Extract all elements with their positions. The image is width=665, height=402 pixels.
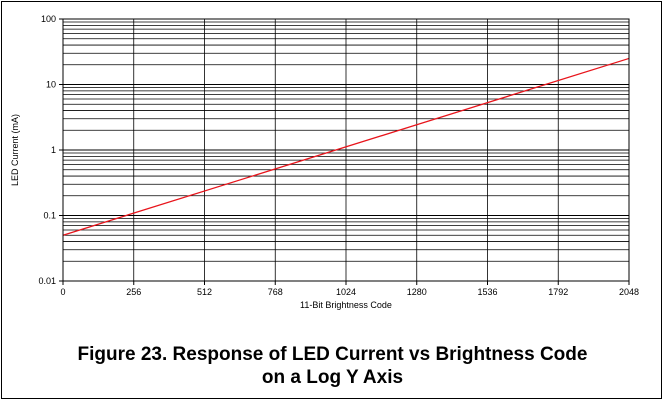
x-tick-label: 768: [268, 287, 283, 297]
x-tick-label: 1280: [407, 287, 427, 297]
x-axis-label: 11-Bit Brightness Code: [300, 300, 392, 310]
figure-caption-line-2: on a Log Y Axis: [261, 367, 404, 388]
x-tick-label: 512: [197, 287, 212, 297]
figure-caption-line-1: Figure 23. Response of LED Current vs Br…: [77, 344, 588, 365]
x-tick-label: 0: [60, 287, 65, 297]
y-tick-label: 10: [46, 80, 56, 90]
tick-layer: [59, 18, 630, 285]
x-tick-label: 1536: [477, 287, 497, 297]
y-tick-label: 0.01: [38, 276, 56, 286]
series-line: [62, 57, 630, 236]
y-tick-label: 1: [51, 145, 56, 155]
x-tick-label: 2048: [619, 287, 639, 297]
x-tick-label: 1024: [336, 287, 356, 297]
series-layer: [62, 57, 630, 236]
x-tick-label: 1792: [548, 287, 568, 297]
tick-label-layer: 0 256 512 768 1024 1280 1536 1792 2048 0.01 0.1 1 10…: [38, 14, 639, 297]
y-tick-label: 0.1: [43, 211, 56, 221]
x-tick-label: 256: [126, 287, 141, 297]
y-tick-label: 100: [41, 14, 56, 24]
y-axis-label: LED Current (mA): [10, 114, 20, 186]
